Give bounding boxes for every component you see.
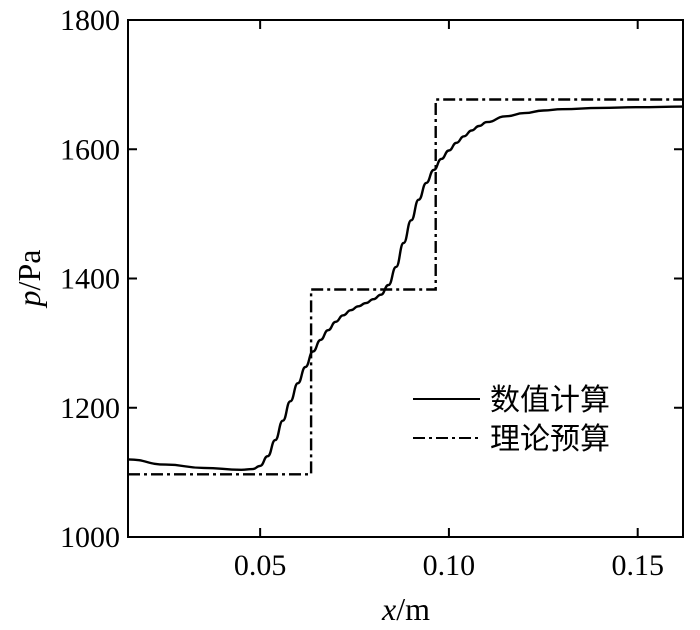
- y-tick-label: 1200: [60, 392, 120, 425]
- y-tick-label: 1600: [60, 133, 120, 166]
- legend: 数值计算 理论预算: [413, 384, 610, 456]
- tick-layer: 1000 1200 1400 1600 1800 0.05 0.10 0.15: [60, 4, 683, 582]
- x-tick-label: 0.10: [423, 549, 476, 582]
- series-layer: [127, 98, 684, 476]
- legend-label-theoretical: 理论预算: [490, 423, 610, 456]
- y-axis-label: p/Pa: [11, 250, 47, 309]
- y-tick-label: 1000: [60, 521, 120, 554]
- plot-frame: [127, 19, 684, 538]
- series-line-theoretical: [128, 98, 683, 476]
- legend-label-numerical: 数值计算: [490, 384, 610, 417]
- x-tick-label: 0.15: [611, 549, 664, 582]
- y-tick-label: 1400: [60, 263, 120, 296]
- x-tick-label: 0.05: [234, 549, 287, 582]
- y-tick-label: 1800: [60, 4, 120, 37]
- series-line-numerical: [127, 105, 684, 472]
- plot-border: [127, 19, 684, 538]
- x-axis-label: x/m: [381, 591, 430, 627]
